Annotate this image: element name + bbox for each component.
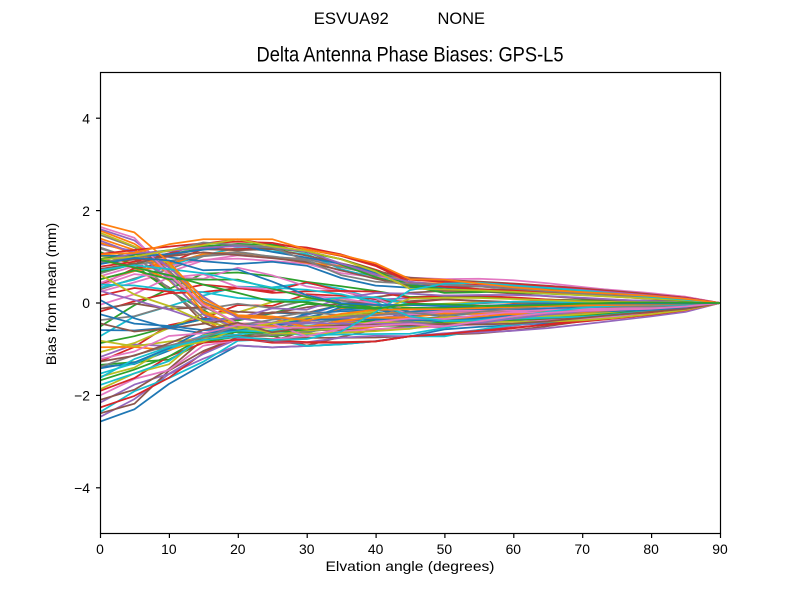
svg-text:70: 70 [574,541,590,557]
svg-text:ESVUA92: ESVUA92 [314,9,389,28]
svg-text:2: 2 [82,203,90,219]
svg-text:−2: −2 [74,388,90,404]
svg-text:0: 0 [96,541,104,557]
svg-text:0: 0 [82,295,90,311]
svg-text:Delta Antenna Phase Biases: GP: Delta Antenna Phase Biases: GPS-L5 [257,43,564,66]
svg-text:20: 20 [230,541,246,557]
svg-text:NONE: NONE [438,9,486,28]
svg-text:40: 40 [368,541,384,557]
svg-text:50: 50 [437,541,453,557]
svg-text:−4: −4 [74,480,90,496]
svg-text:30: 30 [299,541,315,557]
svg-text:90: 90 [712,541,728,557]
svg-text:80: 80 [643,541,659,557]
svg-text:10: 10 [161,541,177,557]
svg-text:4: 4 [82,110,90,126]
svg-text:60: 60 [506,541,522,557]
svg-text:Bias from mean (mm): Bias from mean (mm) [43,223,59,366]
svg-text:Elvation angle (degrees): Elvation angle (degrees) [326,558,495,574]
